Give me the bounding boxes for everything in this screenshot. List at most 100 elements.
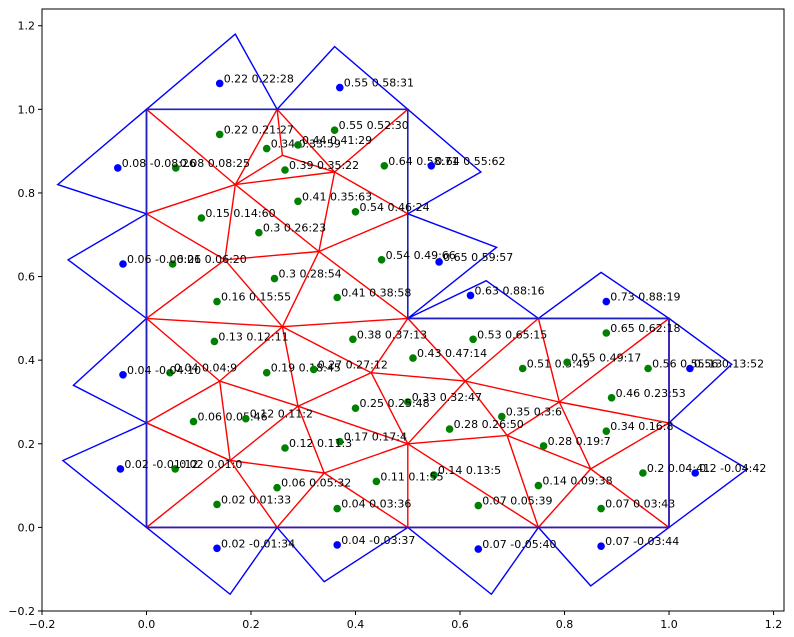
interior-point [607,394,616,402]
mesh-edge [234,108,278,185]
mesh-edge [224,184,236,260]
point-label: 0.73 0.88:19 [610,291,680,304]
mesh-edge [282,154,335,173]
interior-point [351,404,360,413]
point-label: 0.02 0.01:33 [221,493,291,506]
x-tick-label: 0.4 [347,618,365,631]
mesh-edge [234,184,320,253]
point-label: 0.06 -0.06:21 [127,253,201,266]
interior-point [518,364,527,373]
mesh-edge [558,317,670,403]
mesh-edge [464,380,508,436]
outer-point [691,469,699,477]
outer-point [114,164,122,172]
point-label: 0.53 0.65:15 [477,328,547,341]
mesh-edge [282,317,408,328]
mesh-edge [506,435,540,528]
x-tick-label: 0.8 [556,618,574,631]
point-label: 0.2 -0.04:42 [699,462,766,475]
point-label: 0.3 0.28:54 [279,268,342,281]
point-label: 0.22 0.22:28 [224,72,294,85]
point-label: 0.13 0.12:11 [218,330,288,343]
mesh-edge [146,108,236,186]
mesh-edge [281,251,320,328]
y-tick-label: 0.6 [18,271,36,284]
outer-point [119,371,127,379]
mesh-edge [370,372,409,445]
y-tick-label: 0.8 [18,187,36,200]
interior-point [262,368,271,377]
mesh-edge [219,380,299,407]
point-label: 0.28 0.26:50 [454,418,524,431]
point-label: 0.06 0.05:46 [198,411,268,424]
interior-point [602,329,611,337]
mesh-edge [230,459,325,474]
point-label: 0.55 0.52:30 [339,119,409,132]
point-label: 0.54 0.46:24 [360,201,430,214]
point-label: 0.3 0.26:23 [263,222,326,235]
mesh-edge [229,460,278,528]
y-tick-label: 0.4 [18,354,36,367]
point-label: 0.56 0.13:52 [694,358,764,371]
mesh-edge [590,422,670,470]
domain-boundary [145,108,670,529]
outer-point [215,79,224,88]
point-label: 0.27 0.27:12 [318,358,388,371]
x-tick-label: 0.6 [451,618,469,631]
mesh-edge [235,171,335,186]
x-axis-ticks: −0.2 0.0 0.2 0.4 0.6 0.8 1.0 1.2 [29,611,783,631]
outer-point [213,544,221,553]
point-label: 0.17 0.17:4 [344,431,407,444]
point-label: 0.04 -0.03:37 [341,534,415,547]
outer-point [427,162,436,170]
point-label: 0.07 0.05:39 [482,495,552,508]
interior-point [281,166,289,174]
interior-point [262,144,271,153]
mesh-edge [318,213,409,253]
point-label: 0.64 0.58:71 [388,155,458,168]
interior-point [539,442,548,450]
point-label: 0.06 0.06:20 [177,253,247,266]
interior-point [213,297,221,306]
mesh-edge [558,401,592,470]
mesh-edge [224,250,319,261]
interior-point [213,500,221,509]
outer-point [336,83,344,92]
point-label: 0.46 0.23:53 [616,387,686,400]
point-label: 0.55 0.49:17 [571,351,641,364]
point-label: 0.64 0.55:62 [435,155,505,168]
point-label: 0.04 -0.04:10 [127,364,201,377]
interior-point [563,358,571,367]
point-label: 0.07 -0.03:44 [605,535,679,548]
point-label: 0.41 0.35:63 [302,190,372,203]
interior-point [215,130,224,139]
mesh-edge [465,380,560,403]
mesh-edge [146,183,236,215]
mesh-edge [146,317,221,382]
mesh-edge [219,381,231,461]
y-tick-label: 0.0 [18,521,36,534]
mesh-edge [297,405,325,474]
interior-point [330,126,339,134]
interior-point [336,437,344,446]
x-tick-label: 1.2 [765,618,783,631]
mesh-edge [276,108,336,173]
mesh-edge [224,259,283,328]
point-label: 0.02 -0.01:34 [221,537,295,550]
mesh-edge [229,405,299,462]
interior-point [273,483,281,492]
mesh-edge [146,317,283,328]
interior-point [171,465,179,473]
outer-point [597,542,605,550]
interior-point [333,504,342,513]
point-label: 0.39 0.35:22 [289,159,359,172]
point-label: 0.08 -0.08:26 [122,157,196,170]
interior-point [602,427,611,436]
interior-point [404,398,412,406]
interior-point [294,197,302,206]
mesh-edge [371,372,466,382]
mesh-edge [464,317,539,382]
x-tick-label: 1.0 [660,618,678,631]
mesh-edge [146,380,221,424]
x-tick-label: 0.0 [138,618,156,631]
